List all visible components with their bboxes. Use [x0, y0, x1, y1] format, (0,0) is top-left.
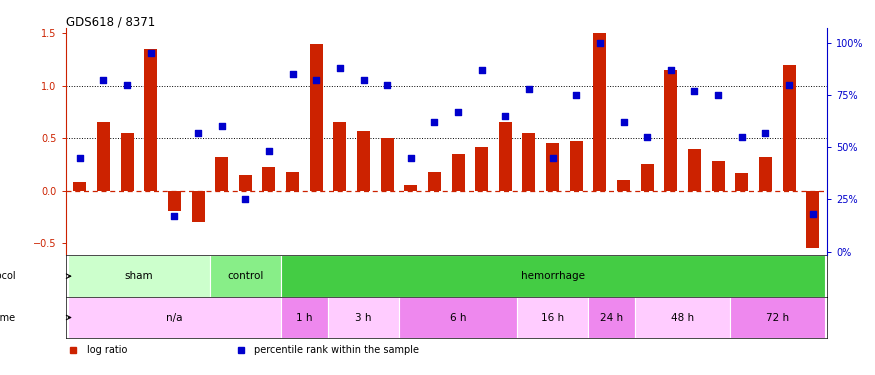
Point: [238, 196, 252, 202]
Point: [332, 65, 346, 71]
Point: [403, 155, 417, 161]
Bar: [381, 138, 394, 190]
Bar: [475, 147, 488, 190]
Point: [782, 81, 796, 87]
Point: [759, 130, 773, 136]
Bar: [730, 297, 824, 338]
Point: [309, 77, 323, 83]
Bar: [452, 154, 465, 190]
Bar: [635, 297, 730, 338]
Point: [214, 123, 228, 129]
Bar: [121, 133, 134, 190]
Point: [452, 109, 466, 115]
Bar: [404, 185, 417, 190]
Bar: [68, 255, 210, 297]
Point: [96, 77, 110, 83]
Point: [262, 148, 276, 154]
Point: [475, 67, 489, 73]
Text: protocol: protocol: [0, 271, 16, 281]
Bar: [286, 172, 299, 190]
Point: [688, 88, 702, 94]
Bar: [210, 255, 281, 297]
Bar: [310, 44, 323, 190]
Text: hemorrhage: hemorrhage: [521, 271, 584, 281]
Bar: [192, 190, 205, 222]
Text: time: time: [0, 312, 16, 322]
Bar: [522, 133, 536, 190]
Bar: [640, 164, 654, 190]
Bar: [281, 297, 328, 338]
Point: [499, 113, 513, 119]
Text: 6 h: 6 h: [450, 312, 466, 322]
Bar: [357, 131, 370, 190]
Bar: [782, 65, 795, 190]
Point: [640, 134, 654, 140]
Text: control: control: [228, 271, 263, 281]
Bar: [588, 297, 635, 338]
Bar: [399, 297, 517, 338]
Bar: [806, 190, 819, 248]
Bar: [215, 157, 228, 190]
Point: [191, 130, 205, 136]
Bar: [281, 255, 824, 297]
Bar: [168, 190, 181, 211]
Point: [617, 119, 631, 125]
Point: [546, 155, 560, 161]
Point: [73, 155, 87, 161]
Text: 16 h: 16 h: [541, 312, 564, 322]
Point: [167, 213, 181, 219]
Bar: [664, 70, 677, 190]
Bar: [517, 297, 588, 338]
Bar: [328, 297, 399, 338]
Bar: [570, 141, 583, 190]
Point: [735, 134, 749, 140]
Bar: [97, 122, 110, 190]
Bar: [688, 148, 701, 190]
Bar: [262, 168, 276, 190]
Text: n/a: n/a: [166, 312, 183, 322]
Bar: [144, 49, 158, 190]
Point: [593, 40, 607, 46]
Bar: [593, 33, 606, 191]
Point: [711, 92, 725, 98]
Text: percentile rank within the sample: percentile rank within the sample: [255, 345, 419, 355]
Bar: [546, 143, 559, 190]
Bar: [617, 180, 630, 190]
Text: 72 h: 72 h: [766, 312, 788, 322]
Text: 1 h: 1 h: [296, 312, 312, 322]
Text: 48 h: 48 h: [671, 312, 694, 322]
Bar: [759, 157, 772, 190]
Point: [570, 92, 584, 98]
Point: [806, 211, 820, 217]
Point: [380, 81, 394, 87]
Text: sham: sham: [124, 271, 153, 281]
Bar: [711, 161, 724, 190]
Text: 3 h: 3 h: [355, 312, 372, 322]
Point: [144, 50, 158, 56]
Text: 24 h: 24 h: [600, 312, 623, 322]
Point: [356, 77, 370, 83]
Text: GDS618 / 8371: GDS618 / 8371: [66, 15, 155, 28]
Bar: [68, 297, 281, 338]
Point: [285, 71, 299, 77]
Bar: [333, 122, 346, 190]
Point: [120, 81, 134, 87]
Point: [522, 86, 536, 92]
Bar: [428, 172, 441, 190]
Point: [664, 67, 678, 73]
Bar: [735, 173, 748, 190]
Bar: [499, 122, 512, 190]
Bar: [74, 182, 87, 190]
Text: log ratio: log ratio: [87, 345, 128, 355]
Point: [427, 119, 441, 125]
Bar: [239, 175, 252, 190]
